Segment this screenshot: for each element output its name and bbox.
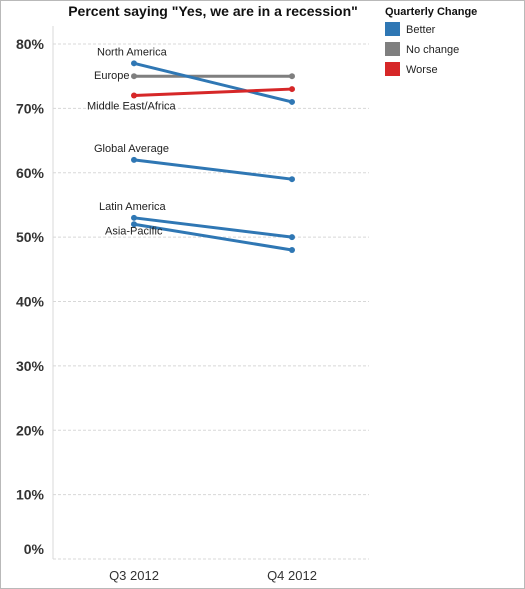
series-line	[132, 87, 294, 97]
legend-title: Quarterly Change	[385, 6, 477, 18]
legend-swatch	[385, 42, 400, 56]
legend: Quarterly Change Better No change Worse	[385, 6, 477, 76]
series-label: North America	[97, 46, 168, 58]
y-tick-label: 70%	[16, 100, 45, 116]
y-tick-label: 0%	[24, 541, 45, 557]
data-point	[131, 73, 137, 80]
data-point	[289, 176, 295, 183]
series-label: Middle East/Africa	[87, 101, 177, 113]
series-line	[132, 222, 294, 252]
series-label: Latin America	[99, 201, 167, 213]
data-point	[131, 92, 137, 99]
data-point	[131, 60, 137, 67]
series-label: Global Average	[94, 143, 169, 155]
y-tick-label: 60%	[16, 165, 45, 181]
x-tick-label: Q4 2012	[267, 568, 317, 583]
y-tick-label: 20%	[16, 422, 45, 438]
y-tick-label: 10%	[16, 487, 45, 503]
data-point	[289, 98, 295, 105]
y-tick-label: 50%	[16, 229, 45, 245]
data-point	[289, 234, 295, 241]
legend-label: Worse	[406, 64, 438, 76]
series-line	[132, 158, 294, 181]
gridlines	[52, 26, 369, 560]
data-point	[289, 247, 295, 253]
series-label: Asia-Pacific	[105, 225, 163, 237]
y-axis-ticks: 0% 10% 20% 30% 40% 50% 60% 70% 80%	[16, 36, 45, 557]
data-point	[289, 86, 295, 93]
series-line	[132, 61, 294, 104]
data-point	[289, 73, 295, 80]
legend-swatch	[385, 62, 400, 76]
y-tick-label: 30%	[16, 358, 45, 374]
data-point	[131, 156, 137, 163]
data-point	[131, 214, 137, 221]
chart-title: Percent saying "Yes, we are in a recessi…	[68, 3, 358, 19]
y-tick-label: 80%	[16, 36, 45, 52]
series-line	[132, 216, 294, 239]
data-point	[131, 221, 137, 228]
series-labels: North America Europe Middle East/Africa Glo…	[87, 46, 177, 237]
legend-swatch	[385, 22, 400, 36]
x-tick-label: Q3 2012	[109, 568, 159, 583]
legend-label: Better	[406, 24, 436, 36]
x-axis-ticks: Q3 2012 Q4 2012	[109, 568, 317, 583]
series-lines	[131, 60, 295, 253]
legend-label: No change	[406, 44, 459, 56]
series-label: Europe	[94, 70, 129, 82]
y-tick-label: 40%	[16, 294, 45, 310]
